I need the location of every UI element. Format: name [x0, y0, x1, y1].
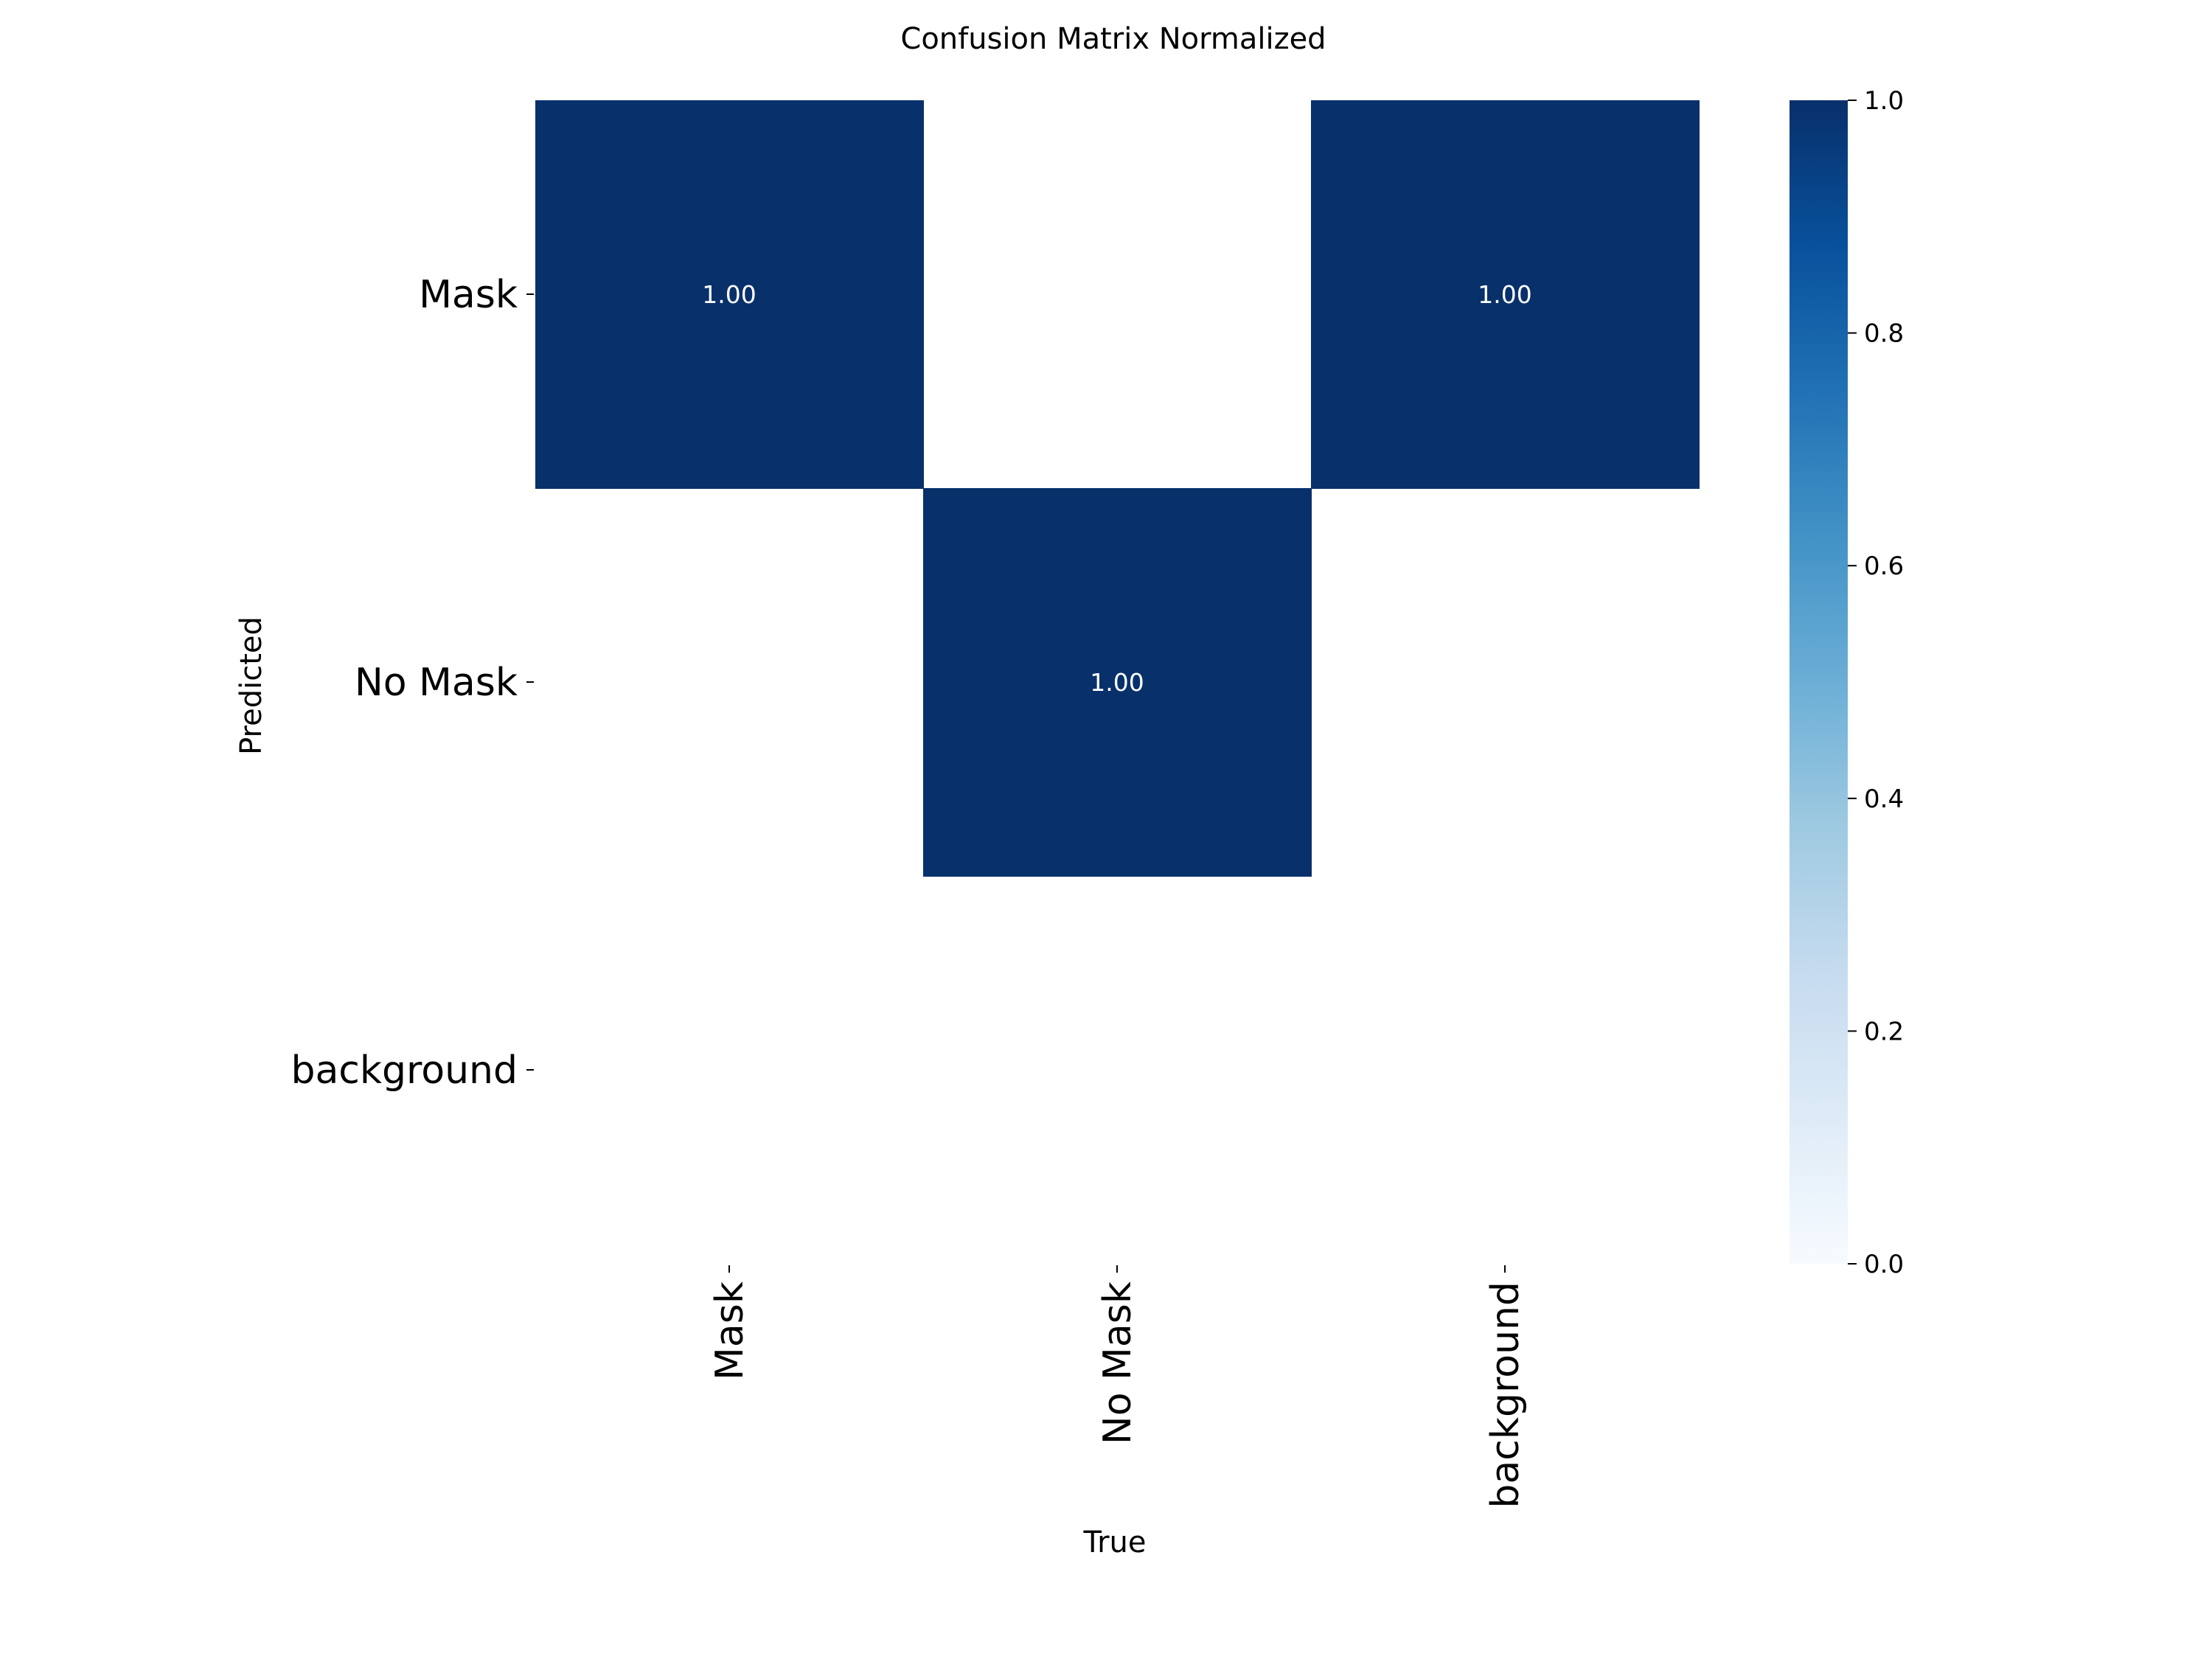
- heatmap-cell-labels: 1.00 1.00 1.00: [702, 280, 1531, 697]
- y-tick-label-no-mask: No Mask: [355, 661, 518, 705]
- x-tick-label-mask: Mask: [708, 1281, 752, 1380]
- cell-mask-background: [1311, 100, 1700, 489]
- cell-value-label: 1.00: [1090, 668, 1144, 697]
- x-axis-ticks: Mask No Mask background: [708, 1265, 1528, 1509]
- colorbar-tick-label: 0.6: [1864, 552, 1904, 581]
- y-tick-label-background: background: [291, 1048, 518, 1093]
- heatmap-cells: [535, 100, 1700, 877]
- colorbar-tick-label: 0.0: [1864, 1250, 1904, 1279]
- colorbar-tick-label: 0.8: [1864, 319, 1904, 349]
- cell-value-label: 1.00: [1478, 280, 1531, 309]
- colorbar-ticks: 0.0 0.2 0.4 0.6 0.8 1.0: [1848, 86, 1904, 1279]
- x-tick-label-no-mask: No Mask: [1096, 1281, 1140, 1444]
- colorbar: [1790, 100, 1848, 1264]
- y-axis-ticks: Mask No Mask background: [291, 273, 534, 1093]
- y-tick-label-mask: Mask: [419, 273, 518, 317]
- cell-mask-mask: [535, 100, 924, 489]
- cell-no-mask-no-mask: [923, 488, 1312, 877]
- colorbar-tick-label: 1.0: [1864, 86, 1904, 116]
- y-axis-label: Predicted: [234, 616, 268, 755]
- colorbar-tick-label: 0.2: [1864, 1017, 1904, 1046]
- x-axis-label: True: [1083, 1526, 1147, 1559]
- cell-value-label: 1.00: [702, 280, 756, 309]
- colorbar-tick-label: 0.4: [1864, 785, 1904, 814]
- chart-title: Confusion Matrix Normalized: [900, 22, 1326, 56]
- x-tick-label-background: background: [1484, 1281, 1528, 1509]
